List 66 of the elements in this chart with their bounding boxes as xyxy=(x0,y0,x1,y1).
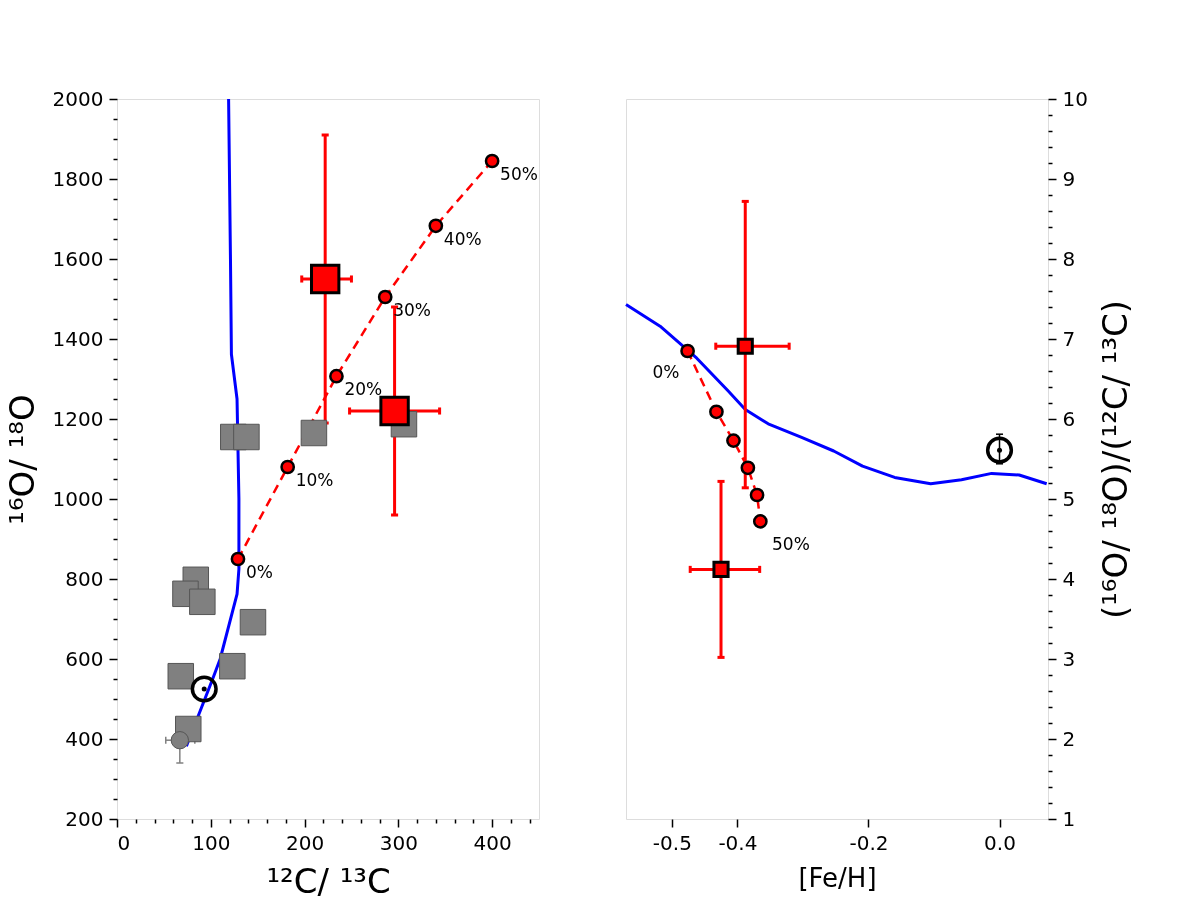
y2-tick-label: 9 xyxy=(1062,166,1076,191)
y-tick-label: 1000 xyxy=(52,486,104,511)
y2-tick-label: 3 xyxy=(1062,646,1076,671)
point xyxy=(985,436,1014,464)
point xyxy=(233,423,260,451)
y-tick-label: 2000 xyxy=(52,86,104,111)
point xyxy=(300,419,328,447)
point xyxy=(749,487,765,503)
y2-axis-title: (¹⁶O/ ¹⁸O)/(¹²C/ ¹³C) xyxy=(1094,299,1135,620)
x-axis-title: [Fe/H] xyxy=(798,862,877,893)
y2-tick-label: 5 xyxy=(1062,486,1076,511)
y-tick-label: 1200 xyxy=(52,406,104,431)
point xyxy=(709,404,724,420)
annotation: 50% xyxy=(772,534,810,554)
y-tick-label: 1400 xyxy=(52,326,104,351)
point xyxy=(752,514,768,529)
point xyxy=(167,662,195,690)
point xyxy=(379,395,410,427)
y2-tick-label: 7 xyxy=(1062,326,1076,351)
point xyxy=(712,560,730,578)
point xyxy=(428,218,444,234)
x-tick-label: 0.0 xyxy=(984,830,1016,855)
annotation: 50% xyxy=(500,164,538,184)
point xyxy=(740,460,756,476)
point xyxy=(219,652,246,680)
y-tick-label: 800 xyxy=(65,566,104,591)
point xyxy=(329,368,344,384)
x-tick-label: -0.5 xyxy=(652,830,692,855)
point xyxy=(170,731,189,750)
x-tick-label: 200 xyxy=(285,830,325,855)
point xyxy=(280,459,296,475)
point xyxy=(230,551,246,567)
y2-tick-label: 4 xyxy=(1062,566,1076,591)
y-tick-label: 1800 xyxy=(52,166,104,191)
y2-tick-label: 10 xyxy=(1062,86,1088,111)
point xyxy=(726,433,741,448)
annotation: 10% xyxy=(295,470,334,490)
annotation: 40% xyxy=(443,228,482,249)
point xyxy=(189,588,216,616)
y-tick-label: 400 xyxy=(65,726,104,751)
y-tick-label: 1600 xyxy=(52,246,104,271)
x-axis-title: ¹²C/ ¹³C xyxy=(266,860,391,900)
y-tick-label: 600 xyxy=(65,646,104,671)
point xyxy=(680,343,695,359)
x-tick-label: 0 xyxy=(117,830,131,855)
y2-tick-label: 2 xyxy=(1062,726,1076,751)
y2-tick-label: 6 xyxy=(1062,406,1076,431)
annotation: 0% xyxy=(652,362,680,382)
point xyxy=(736,337,754,355)
point xyxy=(239,608,267,636)
y-tick-label: 200 xyxy=(65,806,104,831)
point xyxy=(484,153,500,169)
point xyxy=(190,675,218,703)
x-tick-label: -0.4 xyxy=(718,830,758,855)
y-axis-title: ¹⁶O/ ¹⁸O xyxy=(1,394,42,525)
line-series xyxy=(624,303,1049,486)
x-tick-label: 400 xyxy=(473,830,512,855)
x-tick-label: 300 xyxy=(379,830,418,855)
x-tick-label: 100 xyxy=(192,830,231,855)
y2-tick-label: 1 xyxy=(1062,806,1076,831)
x-tick-label: -0.2 xyxy=(849,830,889,855)
annotation: 0% xyxy=(245,562,273,582)
point xyxy=(377,289,393,305)
annotation: 20% xyxy=(344,379,383,400)
y2-tick-label: 8 xyxy=(1062,246,1076,271)
point xyxy=(309,263,341,295)
